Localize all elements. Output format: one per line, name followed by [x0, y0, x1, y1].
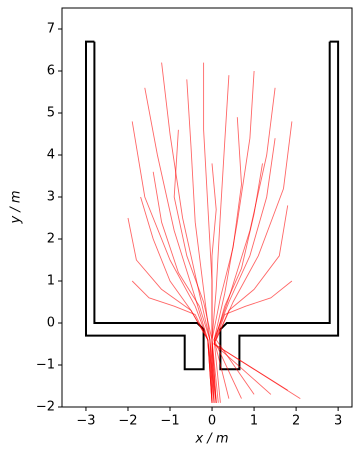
axes-frame — [61, 7, 353, 408]
x-tick-label: −2 — [118, 414, 137, 429]
y-tick-label: −1 — [36, 358, 55, 373]
wall — [219, 40, 340, 371]
x-tick-label: 3 — [334, 414, 342, 429]
trajectory — [173, 129, 215, 403]
trajectory — [140, 196, 213, 403]
trajectory — [131, 280, 217, 403]
trajectory — [215, 121, 293, 395]
y-axis-label: y / m — [9, 190, 24, 224]
trajectory — [213, 87, 276, 399]
y-tick-label: 7 — [47, 22, 55, 37]
trajectory — [211, 163, 219, 403]
y-tick-label: 5 — [47, 106, 55, 121]
wall — [85, 40, 205, 371]
y-tick-label: 3 — [47, 190, 55, 205]
y-tick-label: 6 — [47, 64, 55, 79]
trajectory — [213, 138, 276, 399]
trajectory — [152, 171, 217, 403]
x-tick-label: −1 — [160, 414, 179, 429]
trajectory — [213, 280, 293, 395]
x-tick-label: 2 — [292, 414, 300, 429]
y-tick-label: 2 — [47, 232, 55, 247]
y-tick-label: 0 — [47, 316, 55, 331]
x-tick-label: 0 — [208, 414, 216, 429]
y-tick-label: 1 — [47, 274, 55, 289]
x-axis-label: x / m — [194, 432, 228, 447]
trajectory — [213, 163, 301, 399]
x-tick-label: −3 — [76, 414, 95, 429]
y-tick-label: −2 — [36, 400, 55, 415]
x-tick-label: 1 — [250, 414, 258, 429]
trajectory — [211, 117, 242, 403]
trajectory — [213, 70, 255, 403]
y-tick-label: 4 — [47, 148, 55, 163]
